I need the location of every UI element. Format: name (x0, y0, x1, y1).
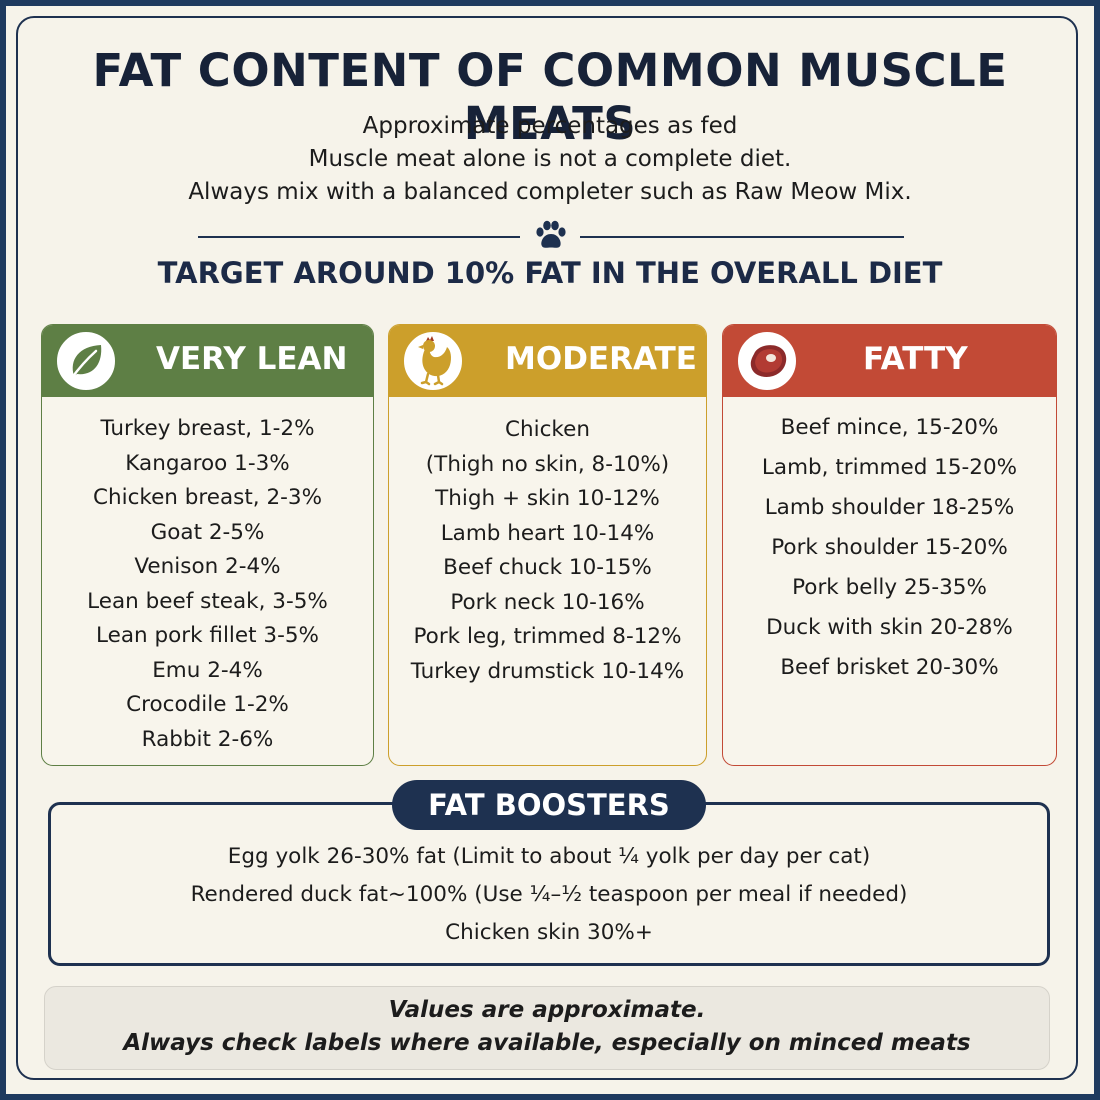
list-item: Venison 2-4% (134, 554, 281, 579)
item-list: Turkey breast, 1-2% Kangaroo 1-3% Chicke… (42, 416, 373, 761)
list-item: Thigh + skin 10-12% (435, 486, 660, 511)
list-item: Beef brisket 20-30% (780, 655, 999, 680)
disclaimer-box (44, 986, 1050, 1070)
list-item: Lamb, trimmed 15-20% (761, 455, 1018, 480)
list-item: (Thigh no skin, 8-10%) (425, 451, 670, 477)
fat-boosters-box (48, 802, 1050, 966)
category-card-very-lean: VERY LEAN Turkey breast, 1-2% Kangaroo 1… (41, 324, 374, 766)
list-item: Lamb heart 10-14% (440, 520, 655, 546)
page-title: FAT CONTENT OF COMMON MUSCLE MEATS (92, 44, 1008, 150)
item-list: Chicken (Thigh no skin, 8-10%) Thigh + s… (389, 417, 706, 693)
disclaimer-line: Values are approximate. (388, 997, 706, 1023)
list-item: Kangaroo 1-3% (125, 450, 290, 476)
list-item: Turkey breast, 1-2% (100, 416, 315, 441)
subtitle-line: Always mix with a balanced completer suc… (188, 179, 912, 205)
category-card-moderate: MODERATE Chicken (Thigh no skin, 8-10%) … (388, 324, 707, 766)
list-item: Pork shoulder 15-20% (771, 535, 1008, 560)
infographic-frame (16, 16, 1078, 1080)
item-list: Beef mince, 15-20% Lamb, trimmed 15-20% … (723, 415, 1056, 695)
disclaimer-text: Values are approximate. Always check lab… (44, 994, 1050, 1060)
list-item: Pork leg, trimmed 8-12% (413, 624, 682, 649)
list-item: Chicken (505, 417, 590, 442)
list-item: Crocodile 1-2% (126, 692, 289, 717)
list-item: Goat 2-5% (150, 519, 265, 545)
card-title: VERY LEAN (156, 341, 348, 377)
fat-boosters-list: Egg yolk 26-30% fat (Limit to about ¼ yo… (48, 840, 1050, 954)
list-item: Beef chuck 10-15% (443, 555, 652, 580)
list-item: Beef mince, 15-20% (780, 415, 999, 440)
list-item: Chicken skin 30%+ (445, 920, 653, 945)
card-title: MODERATE (505, 341, 697, 377)
list-item: Pork belly 25-35% (792, 575, 987, 600)
paw-icon (536, 220, 566, 248)
fat-boosters-title: FAT BOOSTERS (392, 780, 706, 830)
category-card-fatty: FATTY Beef mince, 15-20% Lamb, trimmed 1… (722, 324, 1057, 766)
divider-line-left (198, 236, 520, 238)
list-item: Rabbit 2-6% (141, 726, 274, 752)
list-item: Lean beef steak, 3-5% (87, 588, 328, 614)
chicken-icon (401, 329, 465, 393)
list-item: Lean pork fillet 3-5% (96, 623, 319, 648)
subtitle-line: Approximate percentages as fed (362, 113, 738, 139)
target-heading: TARGET AROUND 10% FAT IN THE OVERALL DIE… (157, 256, 943, 290)
list-item: Lamb shoulder 18-25% (764, 495, 1015, 520)
list-item: Rendered duck fat~100% (Use ¼–½ teaspoon… (190, 882, 908, 907)
list-item: Chicken breast, 2-3% (92, 485, 323, 510)
steak-icon (735, 329, 799, 393)
list-item: Pork neck 10-16% (450, 589, 645, 615)
list-item: Turkey drumstick 10-14% (410, 658, 685, 684)
card-title: FATTY (863, 341, 968, 377)
leaf-icon (54, 329, 118, 393)
list-item: Duck with skin 20-28% (766, 615, 1013, 640)
divider-line-right (580, 236, 904, 238)
subtitle-line: Muscle meat alone is not a complete diet… (308, 146, 792, 172)
list-item: Emu 2-4% (152, 657, 263, 683)
list-item: Egg yolk 26-30% fat (Limit to about ¼ yo… (227, 844, 871, 869)
disclaimer-line: Always check labels where available, esp… (123, 1030, 971, 1056)
